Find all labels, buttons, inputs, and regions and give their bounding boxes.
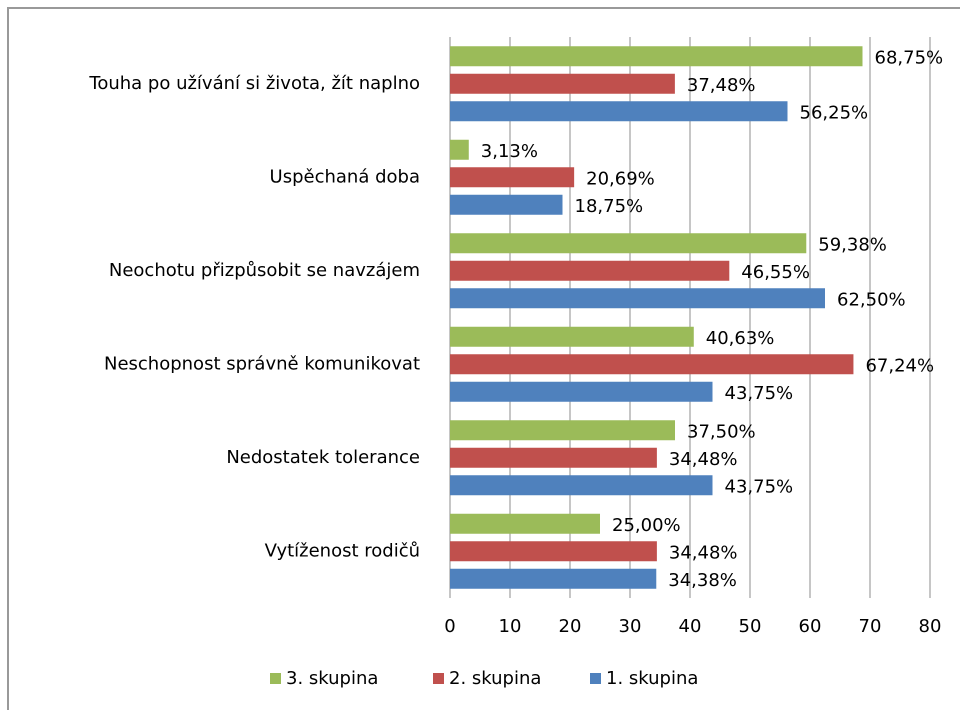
bar [450, 326, 694, 347]
x-tick-label: 30 [619, 616, 642, 637]
bar [450, 354, 854, 375]
x-tick-label: 60 [799, 616, 822, 637]
y-tick-label: Nedostatek tolerance [226, 447, 420, 468]
value-label: 34,48% [669, 542, 738, 563]
value-label: 43,75% [725, 383, 794, 404]
bar [450, 447, 657, 468]
bar [450, 167, 575, 188]
bar [450, 475, 713, 496]
bar [450, 381, 713, 402]
value-label: 59,38% [818, 234, 887, 255]
x-tick-label: 0 [444, 616, 455, 637]
legend-swatch [270, 673, 281, 684]
y-tick-label: Neschopnost správně komunikovat [104, 353, 420, 374]
legend-label: 1. skupina [606, 668, 698, 689]
value-label: 43,75% [725, 476, 794, 497]
value-label: 46,55% [741, 262, 810, 283]
x-tick-label: 20 [559, 616, 582, 637]
x-tick-label: 70 [859, 616, 882, 637]
legend-swatch [590, 673, 601, 684]
bar [450, 233, 807, 254]
value-label: 3,13% [481, 141, 538, 162]
x-tick-label: 50 [739, 616, 762, 637]
value-label: 68,75% [875, 47, 944, 68]
bar [450, 513, 600, 534]
x-tick-label: 40 [679, 616, 702, 637]
value-label: 37,50% [687, 421, 756, 442]
x-tick-label: 80 [919, 616, 942, 637]
bar [450, 46, 863, 67]
y-tick-label: Vytíženost rodičů [265, 540, 420, 561]
bar [450, 139, 469, 160]
value-label: 67,24% [865, 355, 934, 376]
value-label: 34,48% [669, 449, 738, 470]
bar [450, 101, 788, 122]
bar [450, 194, 563, 215]
value-label: 20,69% [586, 168, 655, 189]
value-label: 18,75% [575, 196, 644, 217]
y-tick-label: Neochotu přizpůsobit se navzájem [109, 260, 420, 281]
chart-frame [7, 7, 960, 710]
bar [450, 568, 657, 589]
bar [450, 420, 675, 441]
bar [450, 260, 730, 281]
y-tick-label: Touha po užívání si života, žít naplno [88, 73, 420, 94]
legend-label: 3. skupina [286, 668, 378, 689]
value-label: 34,38% [668, 570, 737, 591]
legend-swatch [433, 673, 444, 684]
bar [450, 73, 675, 94]
x-tick-label: 10 [499, 616, 522, 637]
value-label: 40,63% [706, 328, 775, 349]
legend-label: 2. skupina [449, 668, 541, 689]
y-tick-label: Uspěchaná doba [270, 166, 420, 187]
bar [450, 288, 825, 309]
value-label: 37,48% [687, 75, 756, 96]
bar [450, 541, 657, 562]
value-label: 62,50% [837, 289, 906, 310]
value-label: 25,00% [612, 515, 681, 536]
value-label: 56,25% [800, 102, 869, 123]
